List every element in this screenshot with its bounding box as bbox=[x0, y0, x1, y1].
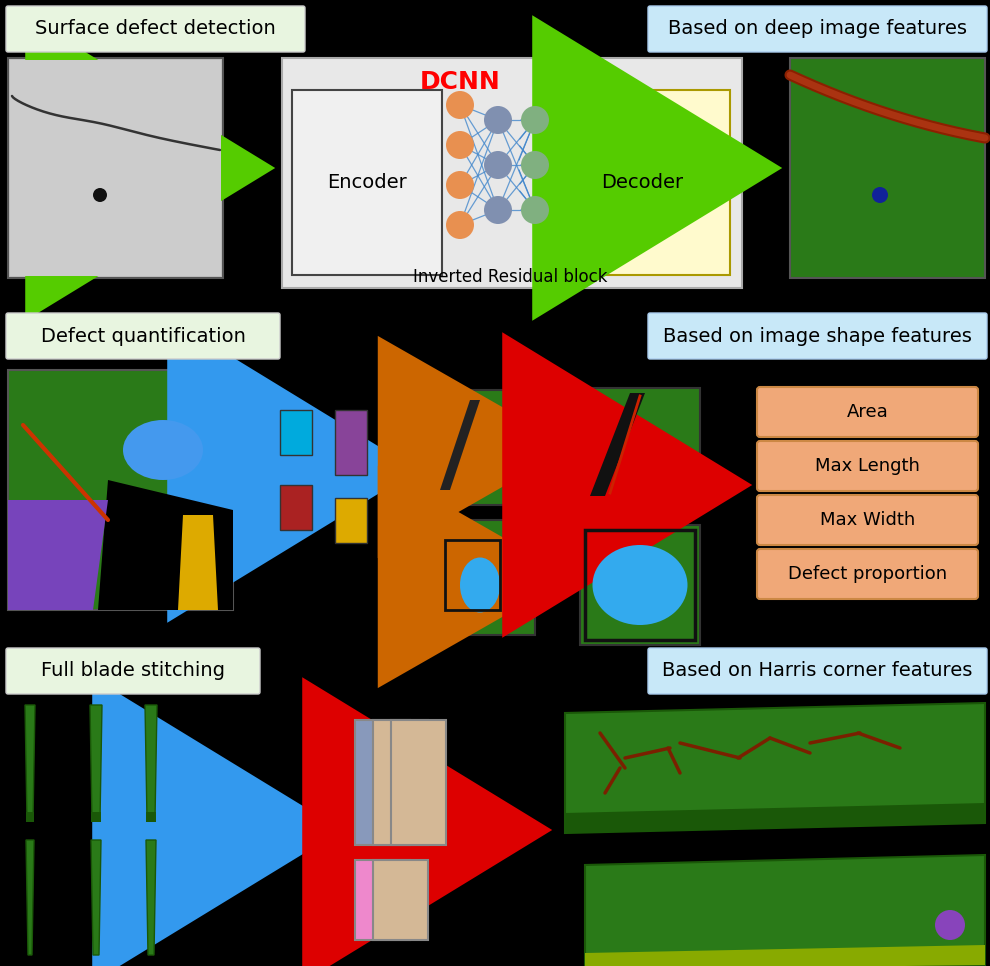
Polygon shape bbox=[585, 855, 985, 966]
FancyBboxPatch shape bbox=[648, 313, 987, 359]
Bar bbox=[280, 410, 312, 455]
Polygon shape bbox=[91, 840, 101, 955]
Bar bbox=[580, 525, 700, 645]
Bar bbox=[282, 58, 742, 288]
Text: Based on Harris corner features: Based on Harris corner features bbox=[661, 662, 972, 680]
Circle shape bbox=[935, 910, 965, 940]
Ellipse shape bbox=[592, 545, 687, 625]
Text: Max Length: Max Length bbox=[815, 457, 920, 475]
FancyBboxPatch shape bbox=[6, 6, 305, 52]
Bar bbox=[26, 812, 34, 822]
FancyBboxPatch shape bbox=[6, 648, 260, 694]
Polygon shape bbox=[355, 860, 410, 940]
Bar bbox=[555, 90, 730, 275]
Polygon shape bbox=[373, 860, 428, 940]
Circle shape bbox=[93, 188, 107, 202]
Circle shape bbox=[521, 151, 549, 179]
Text: Encoder: Encoder bbox=[327, 174, 407, 192]
Bar bbox=[790, 58, 985, 278]
Polygon shape bbox=[145, 705, 157, 820]
Text: Max Width: Max Width bbox=[820, 511, 915, 529]
Circle shape bbox=[446, 131, 474, 159]
FancyBboxPatch shape bbox=[648, 648, 987, 694]
Text: DCNN: DCNN bbox=[420, 70, 500, 94]
Bar bbox=[335, 410, 367, 475]
FancyBboxPatch shape bbox=[6, 313, 280, 359]
Polygon shape bbox=[355, 720, 410, 845]
Text: Defect quantification: Defect quantification bbox=[41, 327, 246, 346]
Polygon shape bbox=[98, 480, 233, 610]
Polygon shape bbox=[590, 393, 645, 496]
Bar bbox=[280, 485, 312, 530]
FancyBboxPatch shape bbox=[757, 387, 978, 437]
FancyBboxPatch shape bbox=[757, 495, 978, 545]
Polygon shape bbox=[565, 803, 985, 833]
Polygon shape bbox=[565, 703, 985, 833]
Bar bbox=[425, 520, 535, 635]
Bar bbox=[10, 60, 221, 276]
Polygon shape bbox=[146, 840, 156, 955]
Text: Area: Area bbox=[846, 403, 888, 421]
Polygon shape bbox=[25, 705, 35, 820]
Polygon shape bbox=[585, 945, 985, 966]
Text: Based on image shape features: Based on image shape features bbox=[662, 327, 971, 346]
FancyBboxPatch shape bbox=[757, 549, 978, 599]
Circle shape bbox=[446, 171, 474, 199]
Text: Surface defect detection: Surface defect detection bbox=[35, 19, 275, 39]
FancyBboxPatch shape bbox=[648, 6, 987, 52]
Bar bbox=[146, 812, 156, 822]
Text: Defect proportion: Defect proportion bbox=[788, 565, 947, 583]
Circle shape bbox=[521, 196, 549, 224]
Circle shape bbox=[521, 106, 549, 134]
Polygon shape bbox=[90, 705, 102, 820]
Circle shape bbox=[484, 106, 512, 134]
Text: Full blade stitching: Full blade stitching bbox=[41, 662, 225, 680]
Text: Decoder: Decoder bbox=[601, 174, 683, 192]
Bar bbox=[335, 498, 367, 543]
Ellipse shape bbox=[460, 557, 500, 612]
FancyBboxPatch shape bbox=[757, 441, 978, 491]
Polygon shape bbox=[440, 400, 480, 490]
Bar bbox=[292, 90, 442, 275]
Text: Inverted Residual block: Inverted Residual block bbox=[413, 268, 607, 286]
Bar bbox=[580, 388, 700, 508]
Bar bbox=[91, 812, 101, 822]
Circle shape bbox=[484, 196, 512, 224]
Bar bbox=[425, 390, 535, 505]
Text: Based on deep image features: Based on deep image features bbox=[667, 19, 966, 39]
Circle shape bbox=[872, 187, 888, 203]
Circle shape bbox=[446, 91, 474, 119]
Polygon shape bbox=[178, 515, 218, 610]
Bar bbox=[8, 58, 223, 278]
Polygon shape bbox=[373, 720, 428, 845]
Circle shape bbox=[446, 211, 474, 239]
Ellipse shape bbox=[123, 420, 203, 480]
Polygon shape bbox=[391, 720, 446, 845]
Bar bbox=[445, 540, 500, 610]
Bar bbox=[585, 530, 695, 640]
Polygon shape bbox=[26, 840, 34, 955]
Polygon shape bbox=[8, 500, 108, 610]
Circle shape bbox=[484, 151, 512, 179]
Bar bbox=[8, 370, 233, 610]
